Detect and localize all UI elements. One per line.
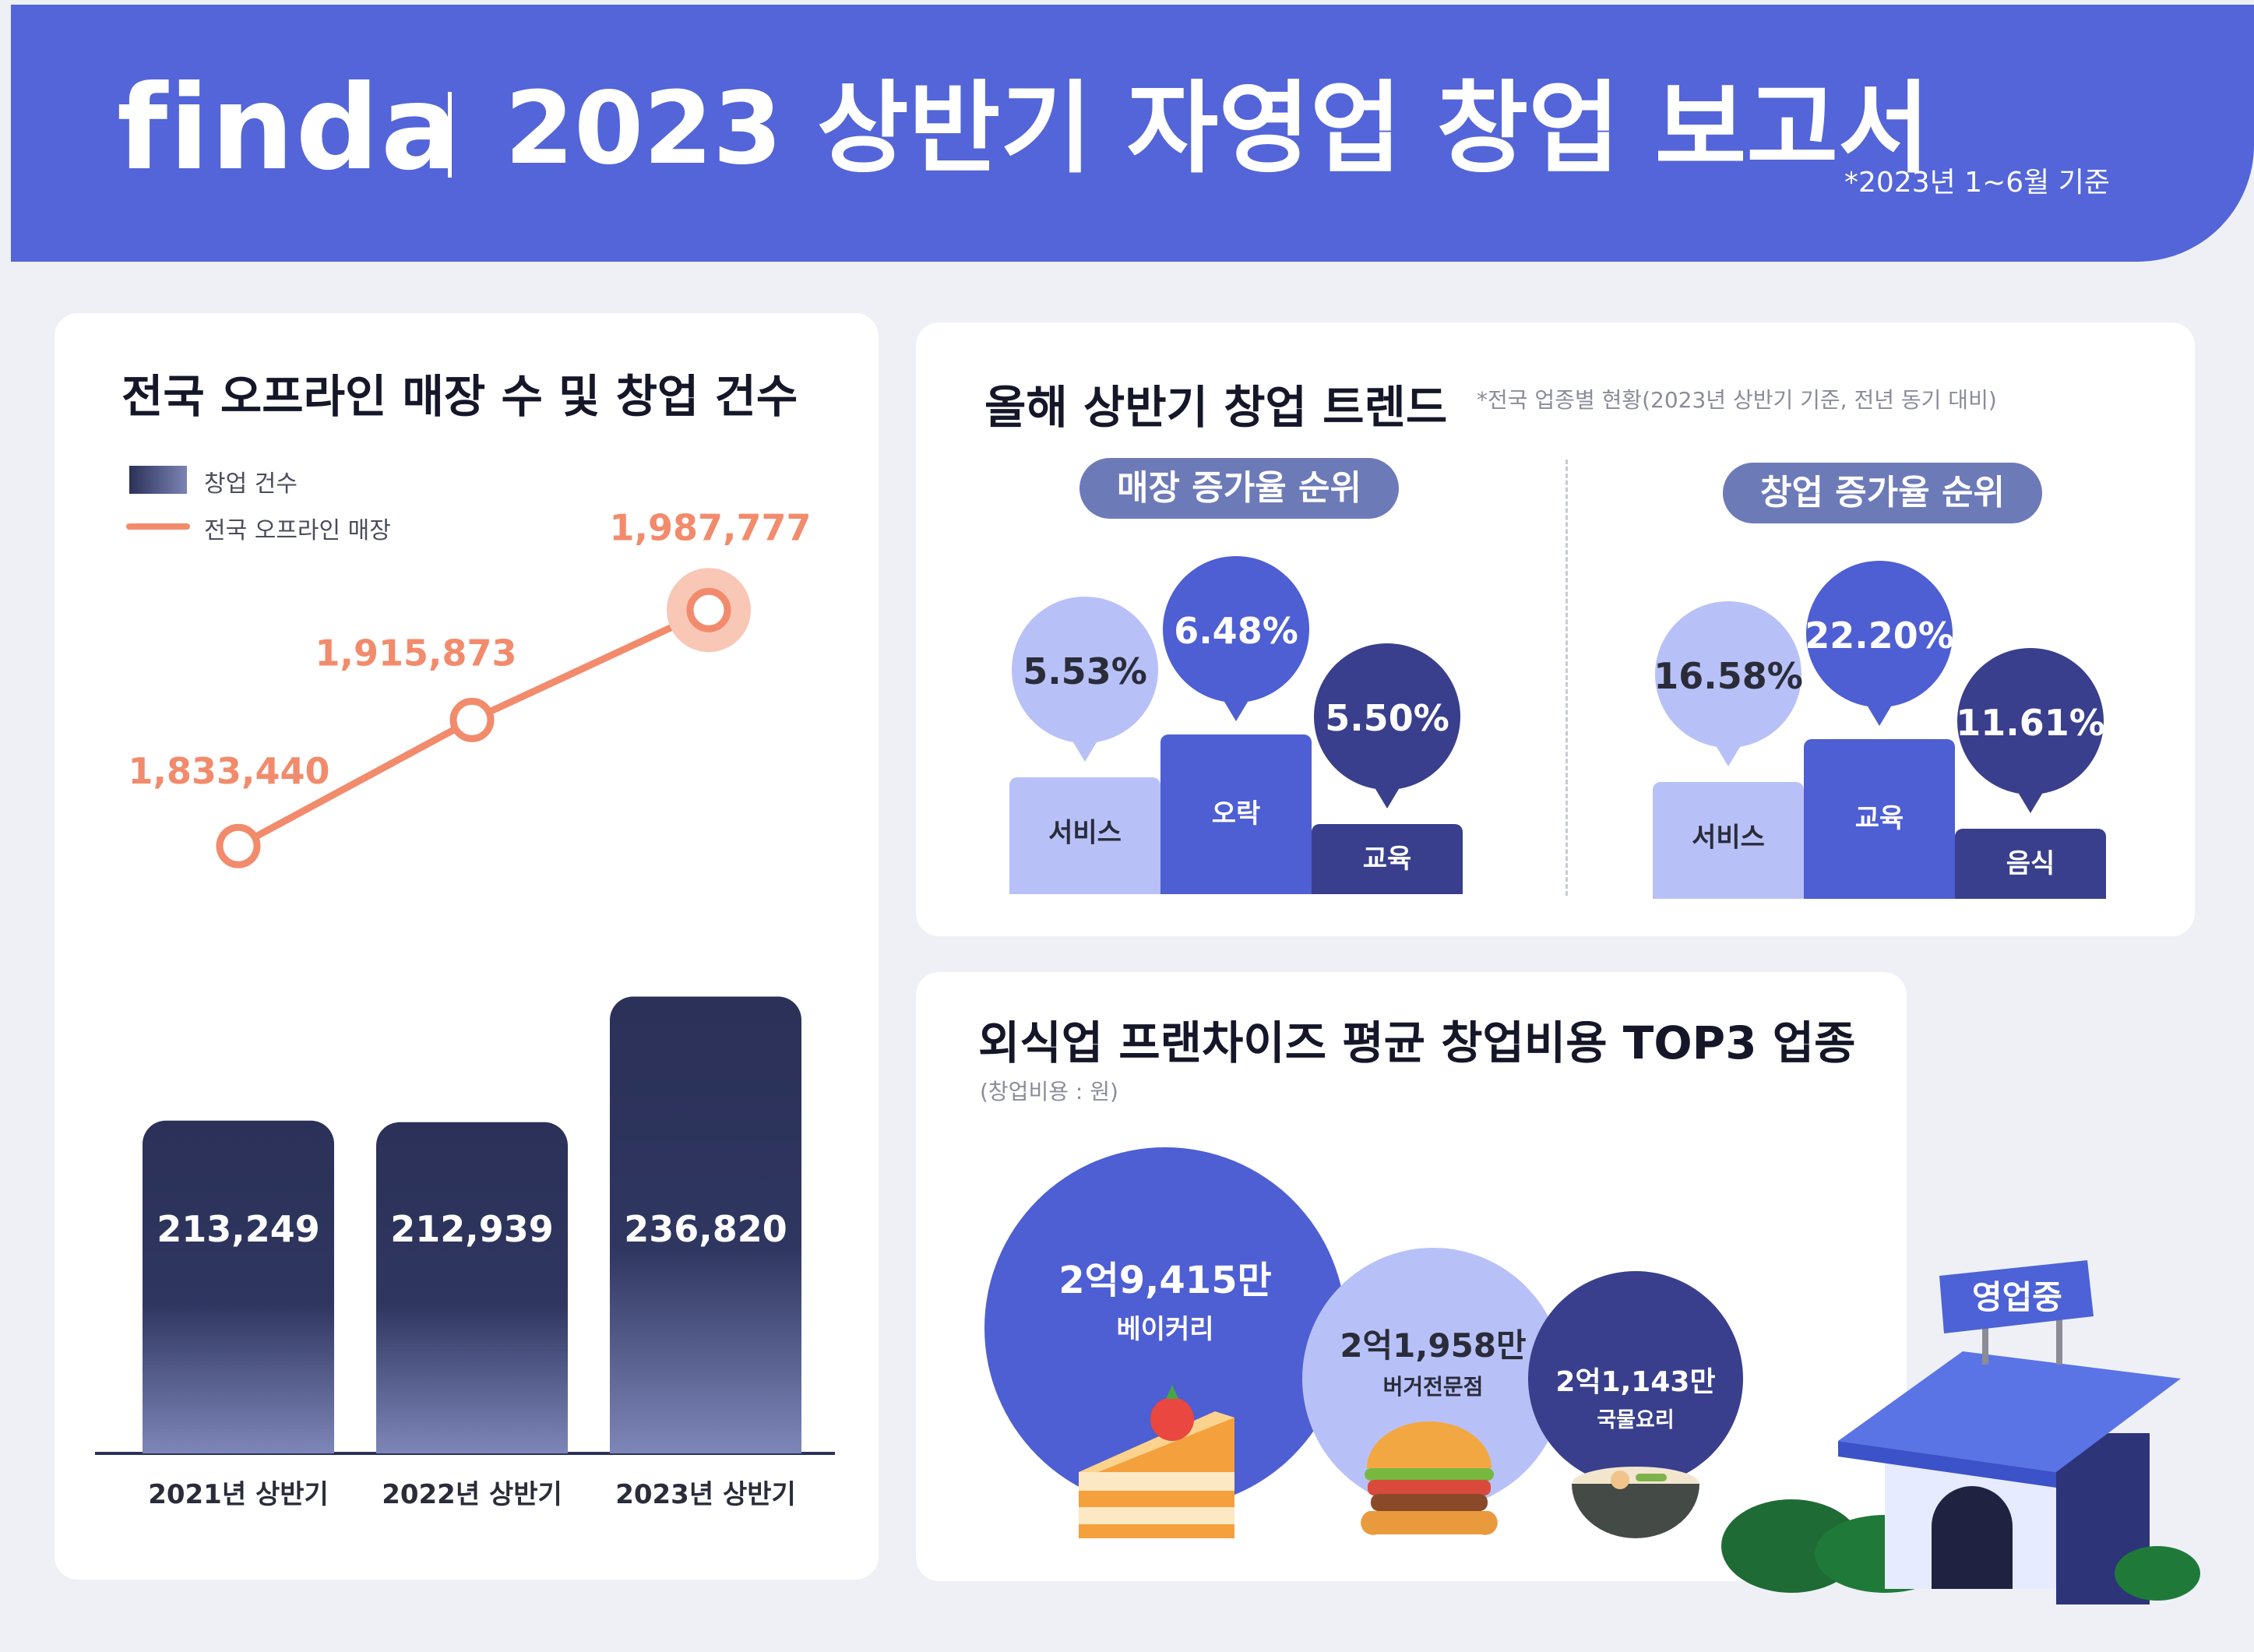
burger-icon — [1361, 1421, 1498, 1535]
x-tick-label: 2023년 상반기 — [615, 1479, 796, 1510]
chart-startup-growth: 서비스 16.58% 교육 22.20% 음식 11.61% — [1653, 561, 2106, 899]
trend-bar — [1009, 777, 1160, 894]
store-icon: 영업중 — [1721, 1260, 2200, 1604]
soup-bowl-icon — [1572, 1467, 1699, 1538]
header-banner — [11, 5, 2254, 262]
cost-category-label: 베이커리 — [1116, 1314, 1213, 1345]
trend-value-label: 11.61% — [1956, 702, 2105, 744]
section3-title: 외식업 프랜차이즈 평균 창업비용 TOP3 업종 — [978, 1016, 1856, 1069]
trend-bubble — [1655, 601, 1801, 748]
cost-bubble — [984, 1147, 1346, 1509]
line-point — [216, 823, 261, 868]
trend-bar — [1804, 739, 1955, 899]
trend-bar — [1653, 782, 1804, 899]
page-title: 2023 상반기 자영업 창업 보고서 — [505, 71, 1930, 187]
finda-logo: finda — [117, 61, 462, 196]
trend-bubble-pointer — [1071, 738, 1099, 762]
bar-value-label: 213,249 — [157, 1208, 320, 1250]
trend-bubble — [1012, 597, 1158, 743]
bar-value-label: 212,939 — [390, 1208, 554, 1250]
legend-bar-swatch — [129, 466, 187, 494]
trend-category-label: 오락 — [1212, 798, 1261, 830]
store-sign-text: 영업중 — [1972, 1278, 2062, 1316]
chart-store-growth: 서비스 5.53% 오락 6.48% 교육 5.50% — [1009, 556, 1463, 894]
x-tick-label: 2021년 상반기 — [148, 1479, 329, 1510]
section3-note: (창업비용 : 원) — [980, 1079, 1118, 1104]
trend-bubble — [1806, 561, 1953, 707]
trend-bubble-pointer — [1222, 698, 1250, 721]
cost-category-label: 국물요리 — [1597, 1408, 1674, 1432]
bar-startups — [143, 1120, 334, 1453]
legend-line-swatch — [126, 523, 190, 530]
cake-icon — [1079, 1385, 1234, 1538]
trend-bubble-pointer — [2016, 790, 2044, 813]
startup-growth-pill: 창업 증가율 순위 — [1723, 463, 2042, 523]
cost-bubble — [1302, 1248, 1564, 1509]
chart-stores-startups: 213,249 2021년 상반기 212,939 2022년 상반기 236,820 2… — [95, 506, 835, 1510]
legend-line-label: 전국 오프라인 매장 — [204, 517, 391, 544]
legend-bar-label: 창업 건수 — [204, 470, 298, 498]
x-tick-label: 2022년 상반기 — [382, 1479, 562, 1510]
cost-value-label: 2억1,143만 — [1555, 1366, 1715, 1398]
bar-startups — [376, 1122, 568, 1453]
bar-startups — [610, 996, 801, 1453]
line-point — [449, 697, 495, 742]
trend-category-label: 서비스 — [1048, 818, 1122, 849]
line-point — [686, 587, 731, 632]
trend-bubble — [1163, 556, 1309, 703]
trend-value-label: 5.50% — [1325, 697, 1449, 739]
trend-category-label: 교육 — [1363, 844, 1412, 875]
line-value-label: 1,987,777 — [610, 506, 812, 548]
store-growth-pill: 매장 증가율 순위 — [1079, 458, 1399, 519]
trend-bubble — [1957, 648, 2104, 794]
line-value-label: 1,833,440 — [129, 750, 330, 792]
section2-note: *전국 업종별 현황(2023년 상반기 기준, 전년 동기 대비) — [1477, 387, 1997, 413]
trend-category-label: 음식 — [2006, 848, 2055, 879]
trend-bar — [1312, 824, 1463, 894]
trend-value-label: 5.53% — [1023, 650, 1147, 692]
trend-bubble-pointer — [1865, 703, 1893, 726]
section2-title: 올해 상반기 창업 트렌드 — [984, 381, 1448, 434]
trend-bubble-pointer — [1373, 785, 1401, 808]
cost-value-label: 2억9,415만 — [1058, 1259, 1272, 1302]
header-divider — [448, 92, 452, 178]
trend-value-label: 16.58% — [1654, 655, 1803, 697]
section1-title: 전국 오프라인 매장 수 및 창업 건수 — [122, 370, 798, 423]
header-note: *2023년 1~6월 기준 — [1844, 167, 2110, 199]
cost-bubble — [1528, 1271, 1743, 1486]
trend-category-label: 서비스 — [1692, 822, 1765, 854]
bar-value-label: 236,820 — [624, 1208, 787, 1250]
trend-bar — [1160, 734, 1312, 894]
trend-bubble-pointer — [1714, 743, 1742, 766]
trend-bar — [1955, 829, 2106, 899]
trend-value-label: 6.48% — [1174, 610, 1298, 652]
cost-value-label: 2억1,958만 — [1340, 1326, 1526, 1365]
trend-bubble — [1314, 643, 1460, 790]
trend-category-label: 교육 — [1855, 803, 1904, 834]
cost-category-label: 버거전문점 — [1383, 1374, 1484, 1400]
trend-value-label: 22.20% — [1805, 615, 1954, 657]
trend-divider — [1565, 460, 1568, 896]
line-value-label: 1,915,873 — [315, 632, 517, 674]
